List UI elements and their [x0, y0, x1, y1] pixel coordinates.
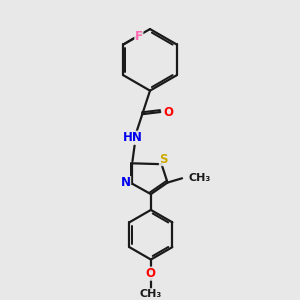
Text: F: F [135, 30, 143, 43]
Text: HN: HN [122, 131, 142, 144]
Text: S: S [159, 153, 168, 166]
Text: N: N [121, 176, 130, 190]
Text: O: O [146, 267, 156, 280]
Text: O: O [163, 106, 173, 118]
Text: CH₃: CH₃ [189, 173, 211, 183]
Text: CH₃: CH₃ [140, 289, 162, 299]
